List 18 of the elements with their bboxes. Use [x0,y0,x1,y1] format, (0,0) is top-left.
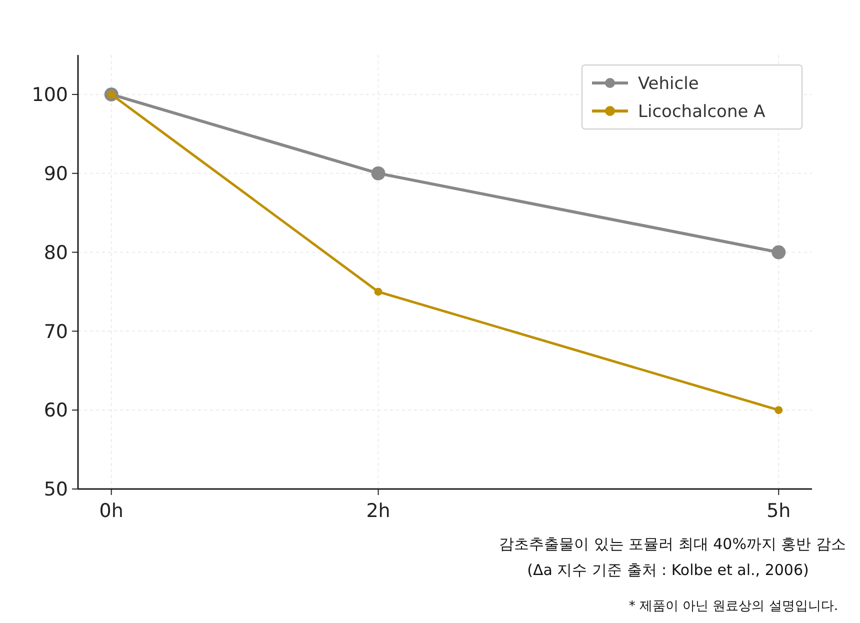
x-tick-label: 5h [766,500,791,522]
legend-label: Vehicle [638,74,699,94]
y-tick-label: 80 [44,242,68,264]
y-tick-label: 90 [44,163,68,186]
x-tick-label: 2h [366,500,390,522]
y-tick-label: 50 [44,478,68,501]
legend-label: Licochalcone A [638,102,766,122]
y-tick-label: 60 [44,400,68,422]
point [774,406,783,414]
text: (Δa 지수 기준 출처 : Kolbe et al., 2006) [527,561,809,579]
text: * 제품이 아닌 원료상의 설명입니다. [628,599,838,614]
point [374,288,382,296]
point [772,245,786,260]
point [371,166,386,180]
x-tick-label: 0h [99,500,124,522]
text: 감초추출물이 있는 포뮬러 최대 40%까지 홍반 감소 [499,535,846,553]
y-tick-label: 70 [44,320,68,343]
y-tick-label: 100 [32,84,68,106]
